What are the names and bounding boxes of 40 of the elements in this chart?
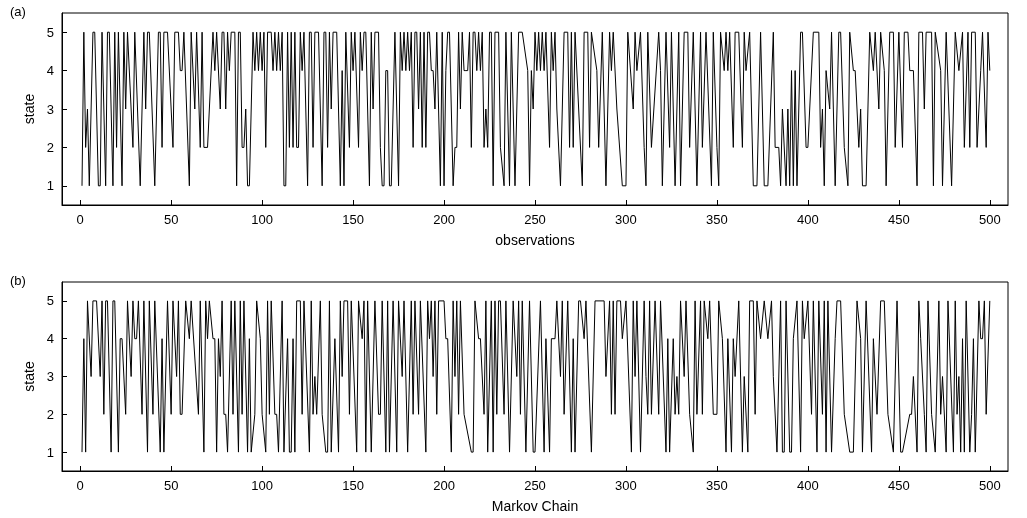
x-tick-label: 400 bbox=[797, 478, 819, 493]
y-tick-label: 2 bbox=[46, 139, 54, 155]
text: (b) bbox=[10, 273, 26, 288]
x-tick-label: 450 bbox=[887, 478, 910, 493]
y-tick-label: 1 bbox=[46, 178, 54, 194]
x-axis-title: observations bbox=[495, 232, 575, 248]
x-tick-label: 50 bbox=[163, 212, 179, 227]
x-tick-label: 100 bbox=[251, 478, 273, 493]
x-tick-label: 500 bbox=[978, 212, 1001, 227]
x-tick-label: 300 bbox=[615, 478, 637, 493]
y-tick-label: 1 bbox=[46, 444, 54, 460]
x-tick-label: 200 bbox=[433, 212, 455, 227]
x-tick-label: 250 bbox=[524, 478, 546, 493]
y-tick-label: 5 bbox=[46, 24, 54, 40]
y-tick-label: 4 bbox=[46, 63, 54, 79]
x-tick-label: 450 bbox=[887, 212, 910, 227]
x-tick-label: 500 bbox=[978, 478, 1001, 493]
line-series bbox=[81, 31, 991, 187]
x-tick-label: 300 bbox=[615, 212, 637, 227]
x-tick-label: 350 bbox=[706, 478, 728, 493]
x-tick-label: 50 bbox=[163, 478, 179, 493]
y-tick-label: 3 bbox=[46, 369, 54, 384]
x-tick-label: 400 bbox=[797, 212, 819, 227]
y-tick-label: 3 bbox=[46, 101, 54, 117]
y-axis-title: state bbox=[20, 93, 37, 125]
x-tick-label: 200 bbox=[433, 478, 455, 493]
y-tick-label: 2 bbox=[46, 406, 54, 422]
line-series bbox=[81, 300, 991, 453]
x-axis-title: Markov Chain bbox=[491, 498, 579, 514]
y-axis-title: state bbox=[20, 361, 37, 392]
x-tick-label: 0 bbox=[76, 212, 84, 227]
x-tick-label: 100 bbox=[251, 212, 273, 227]
x-tick-label: 350 bbox=[706, 212, 728, 227]
x-tick-label: 250 bbox=[524, 212, 546, 227]
x-tick-label: 0 bbox=[76, 478, 84, 493]
text: (a) bbox=[10, 4, 26, 19]
x-tick-label: 150 bbox=[342, 212, 364, 227]
y-tick-label: 4 bbox=[46, 331, 54, 347]
y-tick-label: 5 bbox=[46, 293, 54, 309]
x-tick-label: 150 bbox=[342, 478, 364, 493]
